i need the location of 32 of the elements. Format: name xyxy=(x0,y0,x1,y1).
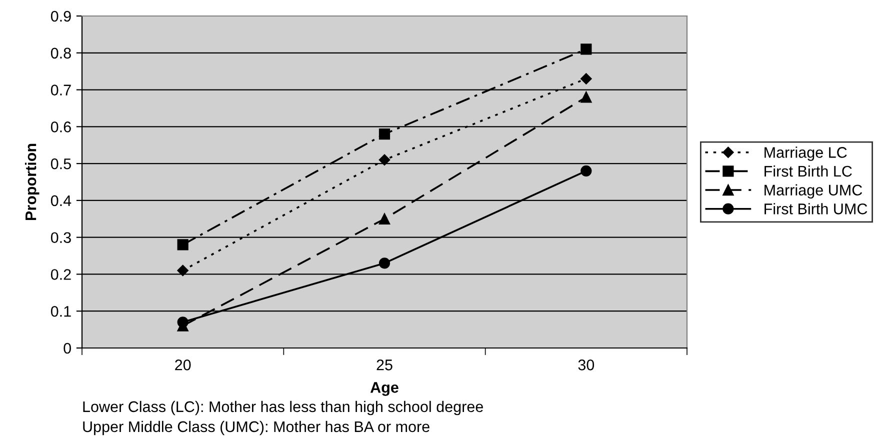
y-tick-label: 0.2 xyxy=(50,269,71,280)
y-tick-label: 0.3 xyxy=(50,232,71,244)
point xyxy=(177,264,188,276)
point xyxy=(177,239,188,250)
legend-label: Marriage LC xyxy=(764,146,847,161)
x-axis-title: Age xyxy=(370,382,398,396)
point xyxy=(177,316,188,328)
x-tick-label: 25 xyxy=(376,360,392,370)
y-tick-label: 0.1 xyxy=(50,306,71,317)
point xyxy=(580,73,592,84)
point xyxy=(580,165,592,176)
text: Upper Middle Class (UMC): Mother has BA or more xyxy=(83,420,430,436)
y-tick-label: 0.7 xyxy=(50,84,71,96)
y-tick-label: 0.4 xyxy=(50,195,72,206)
legend-label: Marriage UMC xyxy=(764,184,862,199)
legend-label: First Birth LC xyxy=(764,165,852,177)
y-tick-label: 0.6 xyxy=(50,122,71,132)
point xyxy=(378,258,390,269)
y-tick-label: 0 xyxy=(64,342,71,354)
point xyxy=(378,128,390,140)
text: Lower Class (LC): Mother has less than high school degree xyxy=(83,400,483,416)
point xyxy=(580,92,592,103)
legend-label: First Birth UMC xyxy=(764,203,868,214)
y-axis-title: Proportion xyxy=(24,144,40,220)
point xyxy=(378,154,390,166)
point xyxy=(378,213,390,224)
x-tick-label: 30 xyxy=(578,360,594,370)
y-tick-label: 0.9 xyxy=(50,10,71,22)
y-tick-label: 0.5 xyxy=(50,158,71,170)
point xyxy=(580,44,592,55)
x-tick-label: 20 xyxy=(175,360,191,370)
y-tick-label: 0.8 xyxy=(50,48,71,59)
